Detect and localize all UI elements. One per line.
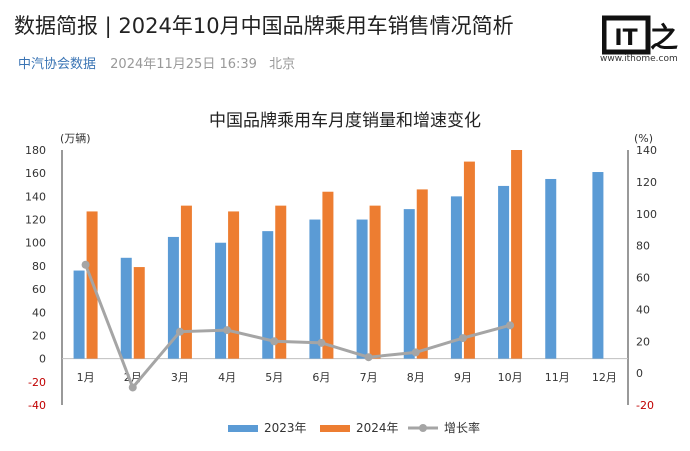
right-tick-label: 80 — [636, 240, 650, 253]
left-tick-label: 100 — [25, 237, 46, 250]
left-tick-label: 120 — [25, 214, 46, 227]
growth-rate-point — [317, 338, 326, 347]
growth-rate-point — [128, 383, 137, 392]
x-tick-label: 7月 — [360, 371, 378, 384]
bar-2023 — [73, 270, 85, 359]
bar-2023 — [403, 209, 415, 359]
right-tick-label: 20 — [636, 335, 650, 348]
bar-2024 — [511, 150, 523, 359]
page-title: 数据简报 | 2024年10月中国品牌乘用车销售情况简析 — [14, 14, 514, 38]
bar-2023 — [356, 219, 368, 359]
right-tick-label: 140 — [636, 144, 657, 157]
right-tick-label: 100 — [636, 208, 657, 221]
growth-rate-point — [506, 321, 515, 330]
growth-rate-point — [411, 348, 420, 357]
svg-text:之: 之 — [650, 21, 678, 54]
growth-rate-point — [270, 337, 279, 346]
x-tick-label: 10月 — [498, 371, 523, 384]
growth-rate-point — [364, 353, 373, 362]
right-axis-unit: (%) — [634, 132, 653, 145]
left-tick-label: 20 — [32, 329, 46, 342]
right-tick-label: 120 — [636, 176, 657, 189]
bar-2023 — [592, 172, 604, 359]
bar-2023 — [309, 219, 321, 359]
x-tick-label: 3月 — [171, 371, 189, 384]
bar-2023 — [498, 185, 510, 359]
article-meta: 中汽协会数据 2024年11月25日 16:39 北京 — [18, 53, 295, 72]
growth-rate-line — [84, 264, 511, 391]
left-tick-label: -40 — [28, 399, 46, 412]
x-tick-label: 5月 — [265, 371, 283, 384]
right-tick-label: 60 — [636, 272, 650, 285]
bar-2023 — [167, 236, 179, 359]
right-tick-label: 40 — [636, 303, 650, 316]
sales-chart: 中国品牌乘用车月度销量和增速变化 (万辆) (%) -40 -20 0 20 40 60 80 10… — [25, 111, 657, 435]
x-tick-label: 12月 — [592, 371, 617, 384]
legend-marker-growth — [419, 424, 427, 432]
growth-rate-point — [175, 327, 184, 336]
left-tick-label: 180 — [25, 144, 46, 157]
legend-label-2023: 2023年 — [264, 421, 307, 435]
legend-swatch-2023 — [228, 425, 258, 432]
source-link[interactable]: 中汽协会数据 — [18, 57, 97, 72]
right-tick-label: -20 — [636, 399, 654, 412]
legend-swatch-2024 — [320, 425, 350, 432]
x-tick-label: 4月 — [218, 371, 236, 384]
left-tick-label: 40 — [32, 306, 46, 319]
bar-2023 — [450, 196, 462, 359]
left-tick-label: 0 — [39, 353, 46, 366]
left-tick-label: 80 — [32, 260, 46, 273]
left-tick-label: 140 — [25, 190, 46, 203]
bar-2023 — [545, 178, 557, 359]
left-tick-label: 60 — [32, 283, 46, 296]
right-tick-label: 0 — [636, 367, 643, 380]
x-tick-label: 1月 — [77, 371, 95, 384]
bar-2023 — [262, 231, 274, 359]
publish-date: 2024年11月25日 16:39 — [110, 57, 257, 72]
x-tick-label: 8月 — [407, 371, 425, 384]
bar-2024 — [463, 161, 475, 359]
x-tick-label: 9月 — [454, 371, 472, 384]
growth-rate-point — [81, 260, 90, 269]
bar-2023 — [215, 242, 227, 359]
bar-2024 — [369, 205, 381, 359]
left-axis-unit: (万辆) — [60, 131, 91, 145]
bar-2024 — [180, 205, 192, 359]
bar-2023 — [120, 257, 132, 359]
bar-2024 — [416, 189, 428, 359]
growth-rate-point — [458, 334, 467, 343]
logo-url: www.ithome.com — [600, 54, 678, 64]
x-tick-label: 11月 — [545, 371, 570, 384]
publish-location: 北京 — [269, 57, 296, 72]
bar-2024 — [228, 211, 240, 359]
chart-title: 中国品牌乘用车月度销量和增速变化 — [209, 111, 481, 131]
x-tick-label: 6月 — [312, 371, 330, 384]
chart-container: 中国品牌乘用车月度销量和增速变化 (万辆) (%) -40 -20 0 20 40 60 80 10… — [0, 100, 690, 447]
growth-rate-point — [223, 326, 232, 335]
bar-2024 — [275, 205, 287, 359]
ithome-logo[interactable]: IT 之 — [602, 14, 680, 64]
svg-text:IT: IT — [614, 26, 637, 51]
bar-2024 — [322, 191, 334, 359]
left-tick-label: -20 — [28, 376, 46, 389]
legend-label-2024: 2024年 — [356, 421, 399, 435]
legend-label-growth: 增长率 — [444, 420, 480, 435]
left-tick-label: 160 — [25, 167, 46, 180]
bar-2024 — [133, 267, 145, 359]
